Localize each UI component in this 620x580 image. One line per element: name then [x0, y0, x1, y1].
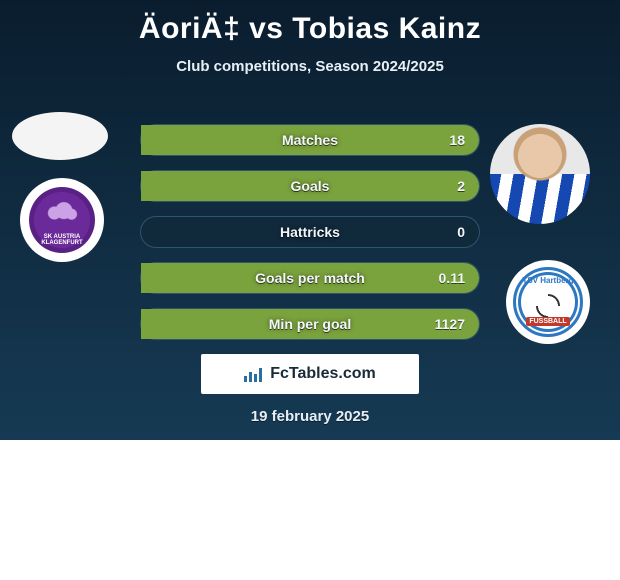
soccer-ball-icon [536, 294, 560, 318]
club-right-text-bottom: FUSSBALL [526, 317, 570, 326]
stat-bar: Goals per match0.11 [140, 262, 480, 294]
fctables-logo[interactable]: FcTables.com [201, 354, 419, 394]
club-right-badge-inner: TSV Hartberg FUSSBALL [513, 267, 583, 337]
player-left-avatar [12, 112, 108, 160]
player-face [490, 124, 590, 224]
logo-text: FcTables.com [270, 365, 376, 383]
bar-chart-icon [244, 366, 264, 382]
stat-bars: Matches18 Goals2 Hattricks0 Goals per match… [140, 124, 480, 340]
stat-bar: Min per goal1127 [140, 308, 480, 340]
stat-label: Hattricks [141, 217, 479, 247]
stat-value-right: 1127 [435, 309, 465, 339]
club-right-text-top: TSV Hartberg [516, 276, 580, 285]
page-title: ÄoriÄ‡ vs Tobias Kainz [0, 0, 620, 46]
stat-bar: Hattricks0 [140, 216, 480, 248]
comparison-card: ÄoriÄ‡ vs Tobias Kainz Club competitions… [0, 0, 620, 440]
snapshot-date: 19 february 2025 [0, 408, 620, 425]
stat-value-right: 0 [457, 217, 465, 247]
stat-label: Goals [141, 171, 479, 201]
stat-value-right: 18 [449, 125, 465, 155]
stat-label: Matches [141, 125, 479, 155]
stat-bar: Matches18 [140, 124, 480, 156]
stat-value-right: 0.11 [439, 263, 465, 293]
stat-label: Goals per match [141, 263, 479, 293]
club-right-badge: TSV Hartberg FUSSBALL [506, 260, 590, 344]
stat-bar: Goals2 [140, 170, 480, 202]
club-left-badge [20, 178, 104, 262]
club-left-badge-inner [29, 187, 95, 253]
player-right-avatar [490, 124, 590, 224]
stat-label: Min per goal [141, 309, 479, 339]
subtitle: Club competitions, Season 2024/2025 [0, 58, 620, 75]
stat-value-right: 2 [457, 171, 465, 201]
